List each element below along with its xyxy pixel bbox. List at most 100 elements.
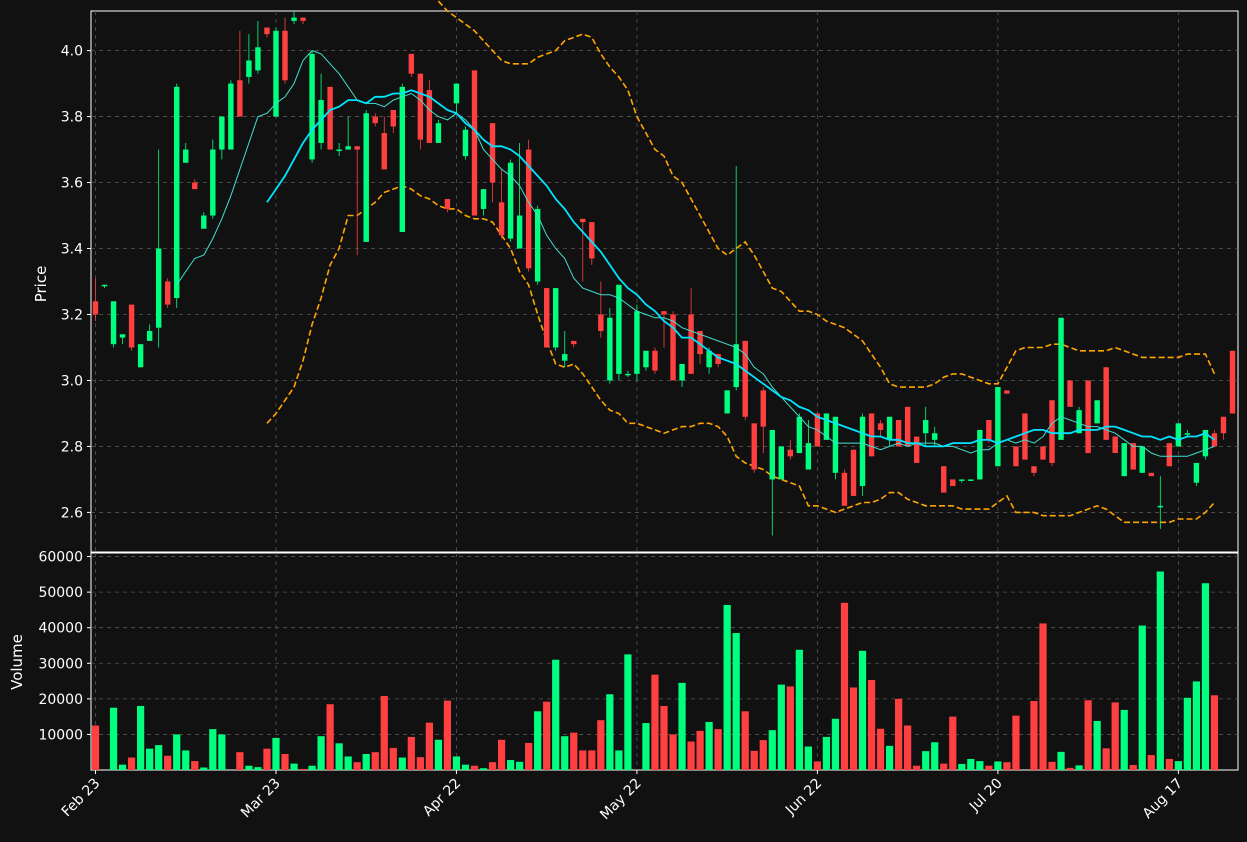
volume-bar bbox=[895, 698, 903, 770]
candle-body bbox=[968, 479, 974, 481]
candle-body bbox=[868, 413, 875, 457]
price-tick-label: 2.6 bbox=[61, 505, 83, 521]
candle-body bbox=[246, 60, 252, 77]
volume-bar bbox=[200, 767, 208, 770]
candle-body bbox=[553, 288, 559, 348]
volume-bar bbox=[1066, 767, 1074, 770]
volume-bar bbox=[443, 700, 452, 770]
volume-bar bbox=[209, 729, 217, 770]
candle-body bbox=[661, 311, 667, 315]
candle-body bbox=[1085, 380, 1091, 454]
volume-bar bbox=[525, 742, 533, 770]
candle-body bbox=[904, 406, 911, 447]
volume-bar bbox=[867, 679, 876, 770]
candle-body bbox=[643, 350, 649, 368]
volume-tick-label: 30000 bbox=[38, 656, 83, 672]
candle-body bbox=[760, 390, 766, 427]
volume-bar bbox=[651, 674, 659, 770]
candle-body bbox=[489, 123, 496, 183]
volume-tick-label: 10000 bbox=[38, 727, 83, 743]
candle-body bbox=[950, 479, 956, 487]
volume-bar bbox=[245, 765, 253, 770]
candle-body bbox=[92, 301, 99, 315]
candle-body bbox=[507, 162, 514, 239]
candle-body bbox=[273, 30, 279, 117]
volume-bar bbox=[741, 711, 749, 770]
ma-fast-line bbox=[176, 50, 1215, 457]
candle-body bbox=[228, 83, 234, 150]
candle-body bbox=[237, 80, 243, 117]
volume-bar bbox=[552, 659, 560, 770]
candle-body bbox=[715, 354, 721, 364]
volume-bar bbox=[182, 750, 190, 770]
candle-body bbox=[706, 350, 712, 368]
volume-bar bbox=[678, 682, 686, 770]
candle-body bbox=[426, 90, 433, 143]
volume-bar bbox=[579, 750, 587, 770]
candle-body bbox=[607, 317, 613, 381]
volume-bar bbox=[1147, 755, 1155, 770]
candle-body bbox=[1175, 423, 1182, 447]
candle-body bbox=[1058, 317, 1064, 440]
price-tick-label: 3.2 bbox=[61, 307, 83, 323]
volume-bar bbox=[976, 761, 984, 770]
volume-bar bbox=[660, 705, 668, 770]
candle-body bbox=[435, 123, 442, 143]
price-axis-label: Price bbox=[32, 266, 50, 303]
candle-body bbox=[832, 416, 839, 473]
volume-bar bbox=[335, 743, 343, 770]
volume-bar bbox=[380, 696, 388, 770]
volume-panel: 10000 20000 30000 40000 50000 60000 Volume bbox=[8, 550, 1239, 771]
volume-bar bbox=[1120, 709, 1128, 770]
candle-body bbox=[1031, 466, 1037, 473]
candle-body bbox=[805, 443, 812, 470]
price-tick-label: 4.0 bbox=[61, 44, 83, 60]
candle-body bbox=[895, 420, 902, 447]
volume-bar bbox=[272, 737, 280, 770]
candle-body bbox=[210, 149, 216, 216]
candle-body bbox=[164, 281, 171, 305]
candle-body bbox=[201, 215, 207, 229]
bollinger-bands bbox=[266, 0, 1216, 524]
candle-body bbox=[318, 100, 324, 143]
volume-bar bbox=[506, 760, 515, 770]
candle-body bbox=[155, 248, 162, 328]
volume-bar bbox=[470, 765, 479, 770]
volume-bar bbox=[236, 752, 244, 770]
volume-bar bbox=[822, 736, 831, 770]
candle-body bbox=[841, 472, 848, 506]
volume-bar bbox=[534, 711, 542, 770]
volume-bar bbox=[1093, 720, 1101, 770]
candle-body bbox=[823, 413, 830, 440]
volume-bar bbox=[1129, 765, 1137, 770]
volume-bar bbox=[913, 765, 921, 770]
candle-body bbox=[913, 436, 920, 463]
candle-body bbox=[345, 146, 351, 150]
volume-bar bbox=[434, 739, 443, 770]
price-tick-label: 3.8 bbox=[61, 110, 83, 126]
candle-body bbox=[119, 334, 126, 338]
volume-bar bbox=[109, 707, 118, 770]
volume-bar bbox=[777, 684, 785, 770]
volume-bar bbox=[615, 750, 623, 770]
candle-body bbox=[1067, 380, 1073, 407]
volume-bar bbox=[407, 736, 415, 770]
volume-bar bbox=[958, 763, 966, 770]
volume-bar bbox=[344, 756, 352, 770]
candle-body bbox=[859, 416, 866, 487]
candle-body bbox=[778, 446, 785, 480]
candle-body bbox=[381, 133, 387, 170]
price-tick-label: 3.6 bbox=[61, 176, 83, 192]
volume-bar bbox=[299, 768, 307, 770]
volume-bar bbox=[885, 745, 894, 770]
volume-bar bbox=[1174, 761, 1182, 770]
volume-bar bbox=[497, 739, 506, 770]
volume-bar bbox=[967, 758, 975, 770]
candle-body bbox=[652, 350, 658, 371]
volume-bar bbox=[516, 761, 524, 770]
candle-body bbox=[670, 314, 676, 381]
candle-body bbox=[354, 146, 360, 150]
candle-body bbox=[941, 466, 947, 493]
ma-slow-line bbox=[266, 89, 1216, 448]
volume-bar bbox=[642, 723, 650, 770]
